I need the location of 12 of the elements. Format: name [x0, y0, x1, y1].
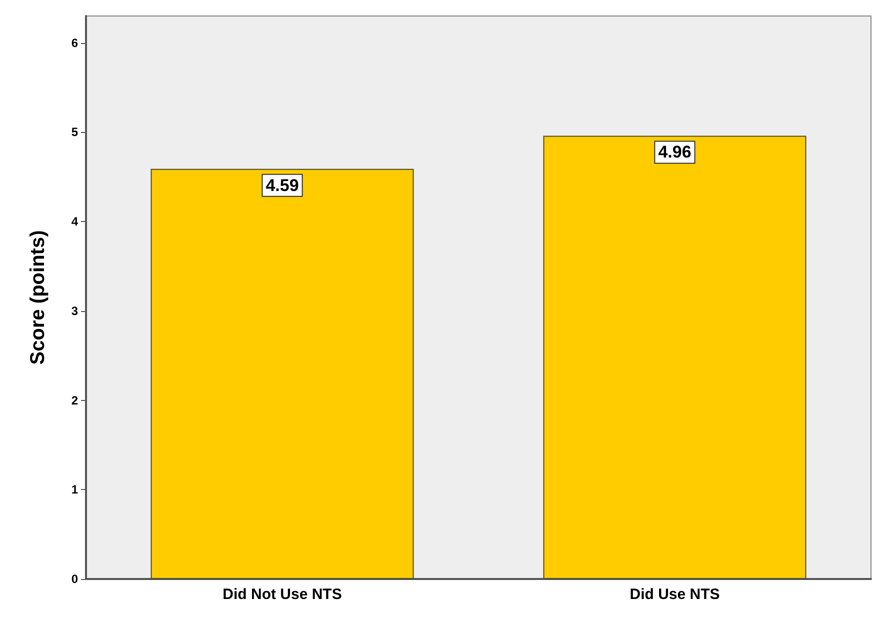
y-tick-label: 6 [71, 36, 78, 50]
y-axis-title: Score (points) [27, 230, 49, 365]
y-tick-label: 2 [71, 393, 78, 408]
y-tick-label: 5 [71, 125, 78, 140]
x-tick-label: Did Not Use NTS [222, 586, 342, 603]
data-label: 4.96 [658, 142, 692, 162]
x-tick-label: Did Use NTS [630, 586, 720, 603]
y-tick-label: 1 [71, 482, 78, 497]
data-label: 4.59 [266, 176, 299, 195]
y-tick-label: 4 [71, 214, 78, 229]
y-tick-label: 0 [71, 572, 78, 586]
y-tick-label: 3 [71, 304, 78, 318]
